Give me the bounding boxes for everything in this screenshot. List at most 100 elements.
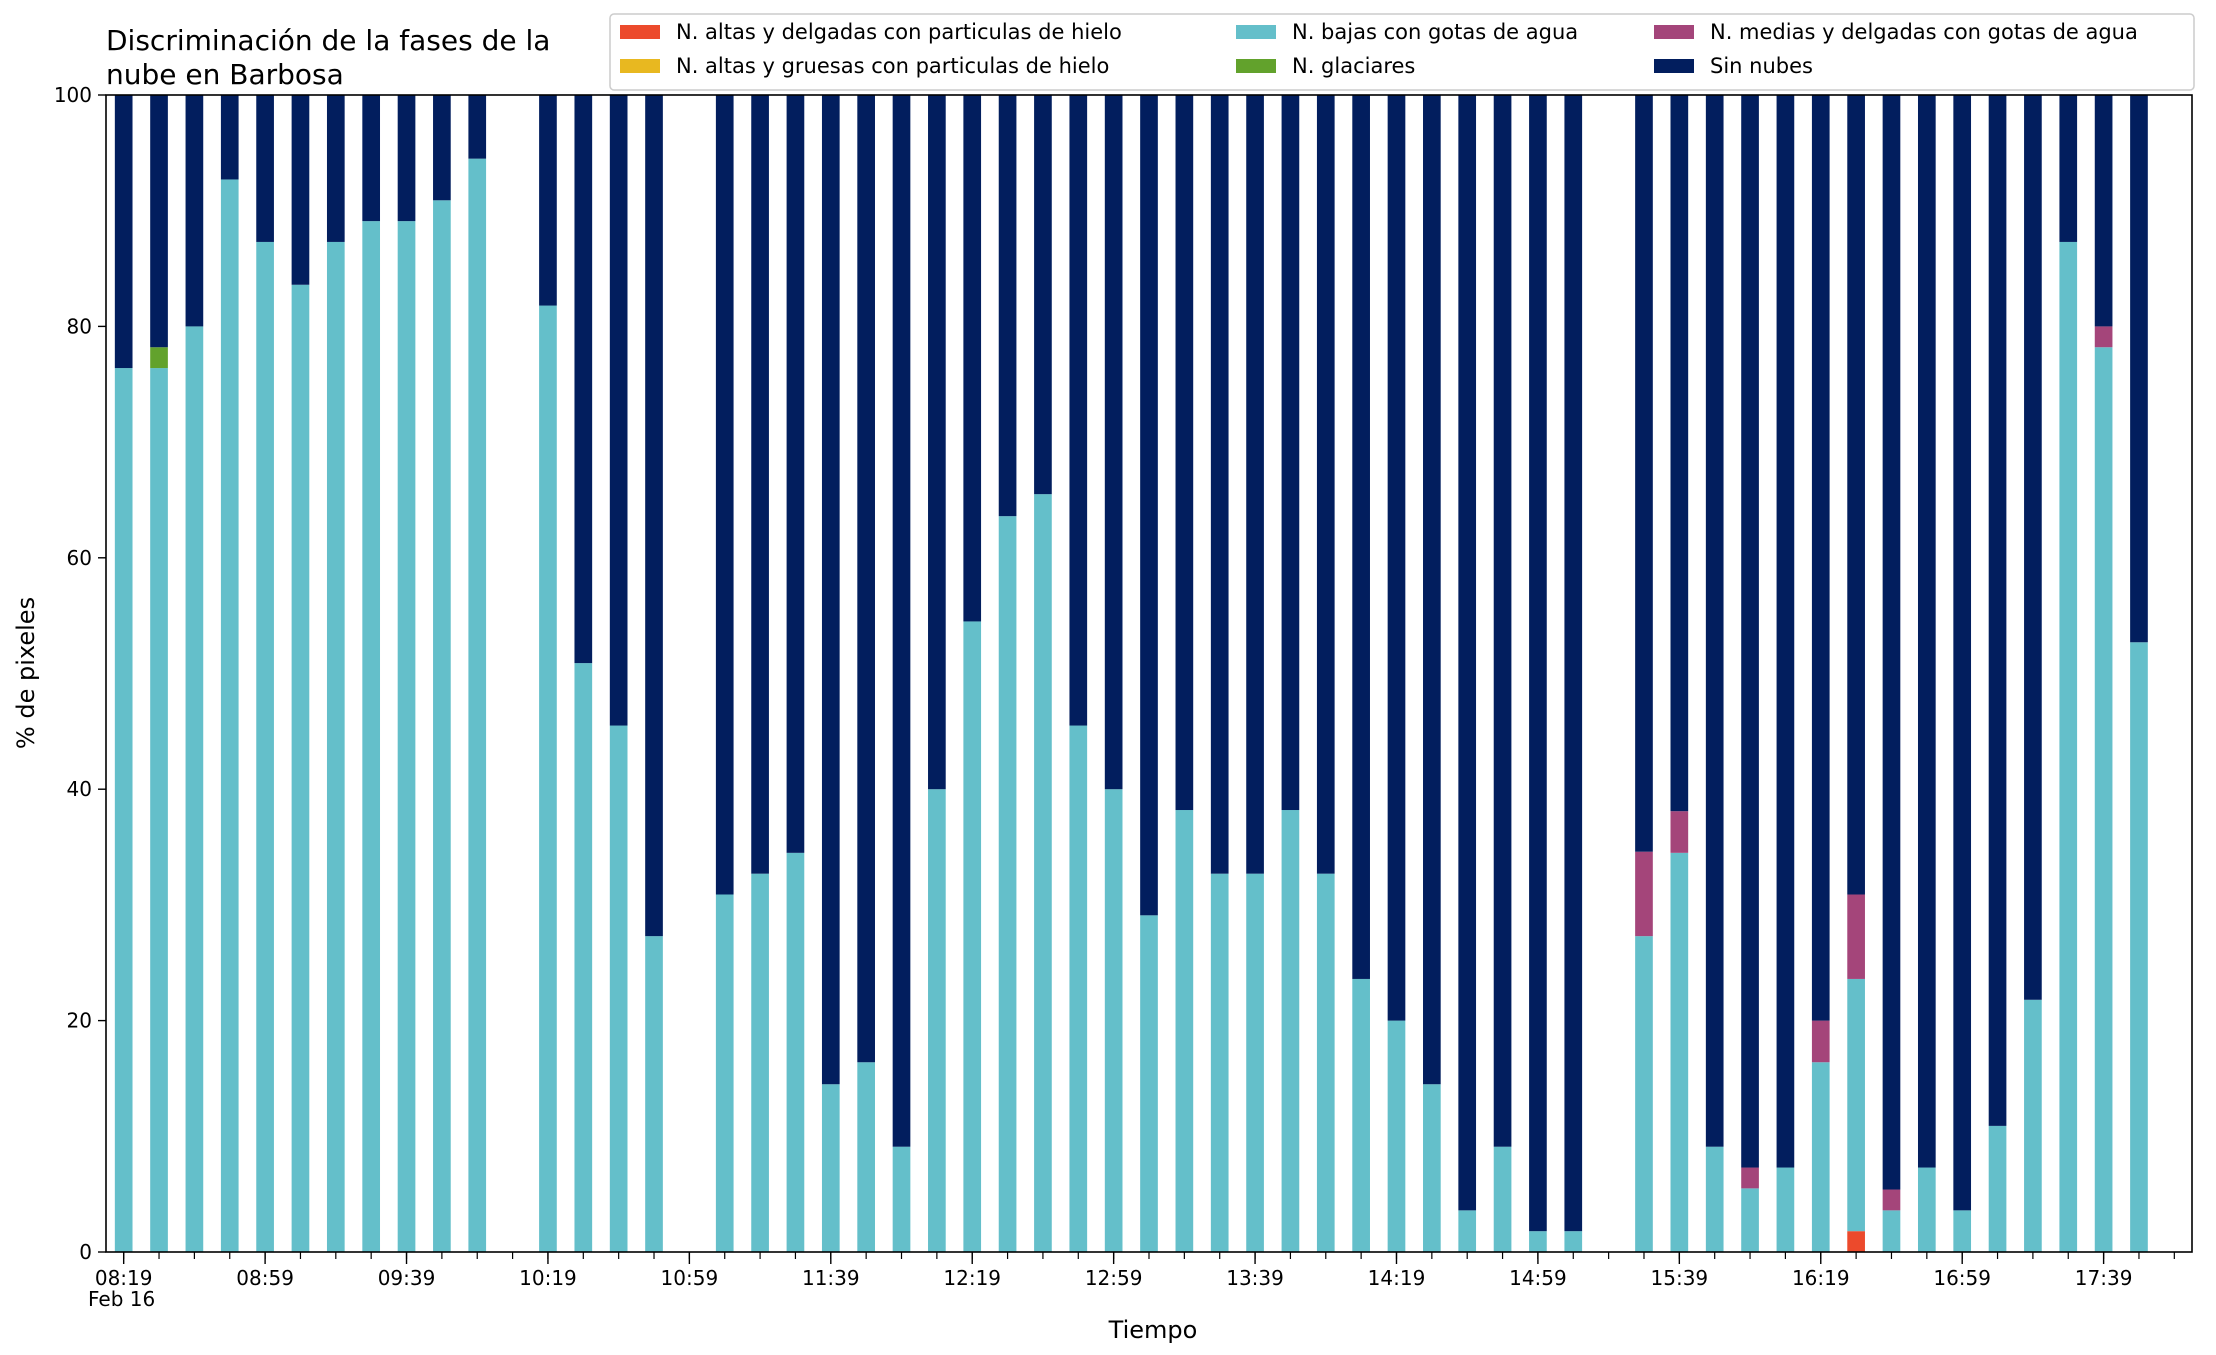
bar-segment-s0-1629 (1847, 1231, 1865, 1252)
bar-segment-s2-1539 (1670, 852, 1689, 1252)
x-axis-date-label: Feb 16 (88, 1287, 155, 1311)
bar-segment-s2-1709 (1988, 1125, 2007, 1252)
bar-segment-s4-1739 (2094, 326, 2113, 348)
bar-segment-s2-1739 (2094, 347, 2113, 1253)
bar-segment-s4-1559 (1741, 1167, 1759, 1189)
bar-segment-s5-0839 (185, 95, 204, 327)
bar-segment-s5-0949 (433, 95, 451, 201)
chart-title-line-1: Discriminación de la fases de la (106, 24, 550, 57)
bar-segment-s2-1319 (1175, 810, 1194, 1252)
bar-segment-s5-1559 (1741, 95, 1759, 1168)
x-tick-label: 16:59 (1933, 1266, 1991, 1290)
bar-segment-s2-1429 (1423, 1084, 1441, 1252)
bar-segment-s5-1449 (1493, 95, 1512, 1147)
bar-segment-s5-1029 (574, 95, 593, 664)
bar-segment-s2-1419 (1387, 1020, 1406, 1252)
bar-segment-s5-1639 (1882, 95, 1901, 1190)
bar-segment-s2-1029 (574, 663, 593, 1252)
bar-segment-s5-1539 (1670, 95, 1689, 812)
bar-segment-s2-1409 (1352, 978, 1370, 1252)
bar-segment-s2-0919 (326, 241, 345, 1252)
bar-segment-s5-1159 (892, 95, 911, 1147)
bar-segment-s2-0909 (291, 284, 310, 1252)
legend-swatch (620, 59, 660, 73)
bar-segment-s2-1349 (1281, 810, 1300, 1252)
bar-segment-s5-1109 (715, 95, 734, 895)
chart-title-line-2: nube en Barbosa (106, 58, 344, 91)
bar-segment-s2-1159 (892, 1146, 911, 1252)
bar-segment-s2-1359 (1316, 873, 1335, 1252)
bar-segment-s2-1259 (1104, 789, 1123, 1252)
y-axis: 0 20 40 60 80 100 (54, 83, 106, 1264)
y-tick-label: 20 (67, 1009, 92, 1033)
x-tick-label: 11:39 (802, 1266, 860, 1290)
bar-segment-s2-1509 (1564, 1231, 1583, 1252)
legend-entry-label: N. altas y delgadas con particulas de hi… (676, 20, 1122, 44)
legend: N. altas y delgadas con particulas de hi… (609, 13, 2195, 91)
y-tick-label: 0 (79, 1240, 92, 1264)
bar-segment-s5-1249 (1069, 95, 1088, 726)
bar-segment-s4-1639 (1882, 1189, 1901, 1211)
x-tick-label: 09:39 (378, 1266, 436, 1290)
y-tick-label: 40 (67, 777, 92, 801)
bar-segment-s5-0859 (256, 95, 274, 242)
bar-segment-s2-1019 (539, 305, 557, 1252)
bar-segment-s5-0919 (326, 95, 345, 242)
bar-segment-s2-0949 (433, 200, 451, 1252)
bar-segment-s5-1239 (1034, 95, 1052, 495)
bar-segment-s5-0929 (362, 95, 381, 222)
bar-segment-s2-1119 (751, 873, 769, 1252)
bars-layer (114, 95, 2148, 1253)
bar-segment-s5-1739 (2094, 95, 2113, 327)
bar-segment-s5-1749 (2130, 95, 2148, 643)
bar-segment-s5-0909 (291, 95, 310, 285)
x-tick-label: 14:59 (1509, 1266, 1567, 1290)
bar-segment-s2-0939 (397, 221, 416, 1253)
x-tick-label: 12:19 (943, 1266, 1001, 1290)
bar-segment-s2-1659 (1953, 1210, 1972, 1252)
bar-segment-s2-1449 (1493, 1146, 1512, 1252)
bar-segment-s5-1439 (1458, 95, 1477, 1211)
bar-segment-s5-1319 (1175, 95, 1194, 811)
bar-segment-s5-1409 (1352, 95, 1370, 979)
legend-frame (609, 13, 2195, 91)
bar-segment-s5-1459 (1529, 95, 1547, 1232)
bar-segment-s2-1129 (786, 852, 805, 1252)
x-tick-label: 13:39 (1226, 1266, 1284, 1290)
legend-entry-label: N. altas y gruesas con particulas de hie… (676, 54, 1109, 78)
y-tick-label: 100 (54, 83, 92, 107)
bar-segment-s2-1249 (1069, 725, 1088, 1252)
bar-segment-s2-1559 (1741, 1188, 1759, 1252)
x-tick-label: 12:59 (1085, 1266, 1143, 1290)
bar-segment-s2-1459 (1529, 1231, 1547, 1252)
x-tick-label: 08:19 (95, 1266, 153, 1290)
legend-swatch (1236, 25, 1276, 39)
legend-entry-label: Sin nubes (1710, 54, 1813, 78)
bar-segment-s4-1529 (1635, 851, 1653, 937)
x-tick-label: 08:59 (236, 1266, 294, 1290)
bar-segment-s2-1549 (1705, 1146, 1724, 1252)
bar-segment-s2-0929 (362, 221, 381, 1253)
bar-segment-s2-1219 (963, 621, 982, 1252)
bar-segment-s5-1659 (1953, 95, 1972, 1211)
bar-segment-s5-1259 (1104, 95, 1123, 790)
legend-swatch (1654, 59, 1694, 73)
x-tick-label: 15:39 (1651, 1266, 1709, 1290)
legend-swatch (620, 25, 660, 39)
bar-segment-s2-1229 (998, 516, 1017, 1252)
bar-segment-s2-0839 (185, 326, 204, 1252)
legend-swatch (1654, 25, 1694, 39)
bar-segment-s2-1149 (857, 1062, 875, 1252)
bar-segment-s2-1629 (1847, 978, 1865, 1232)
bar-segment-s5-1339 (1246, 95, 1264, 874)
bar-segment-s5-1429 (1423, 95, 1441, 1085)
bar-segment-s5-1719 (2024, 95, 2042, 1000)
bar-segment-s2-1039 (609, 725, 628, 1252)
bar-segment-s4-1539 (1670, 811, 1689, 853)
bar-segment-s2-1729 (2059, 241, 2078, 1252)
bar-segment-s2-1339 (1246, 873, 1264, 1252)
bar-segment-s5-1359 (1316, 95, 1335, 874)
bar-segment-s5-1139 (821, 95, 840, 1085)
bar-segment-s2-1139 (821, 1084, 840, 1252)
